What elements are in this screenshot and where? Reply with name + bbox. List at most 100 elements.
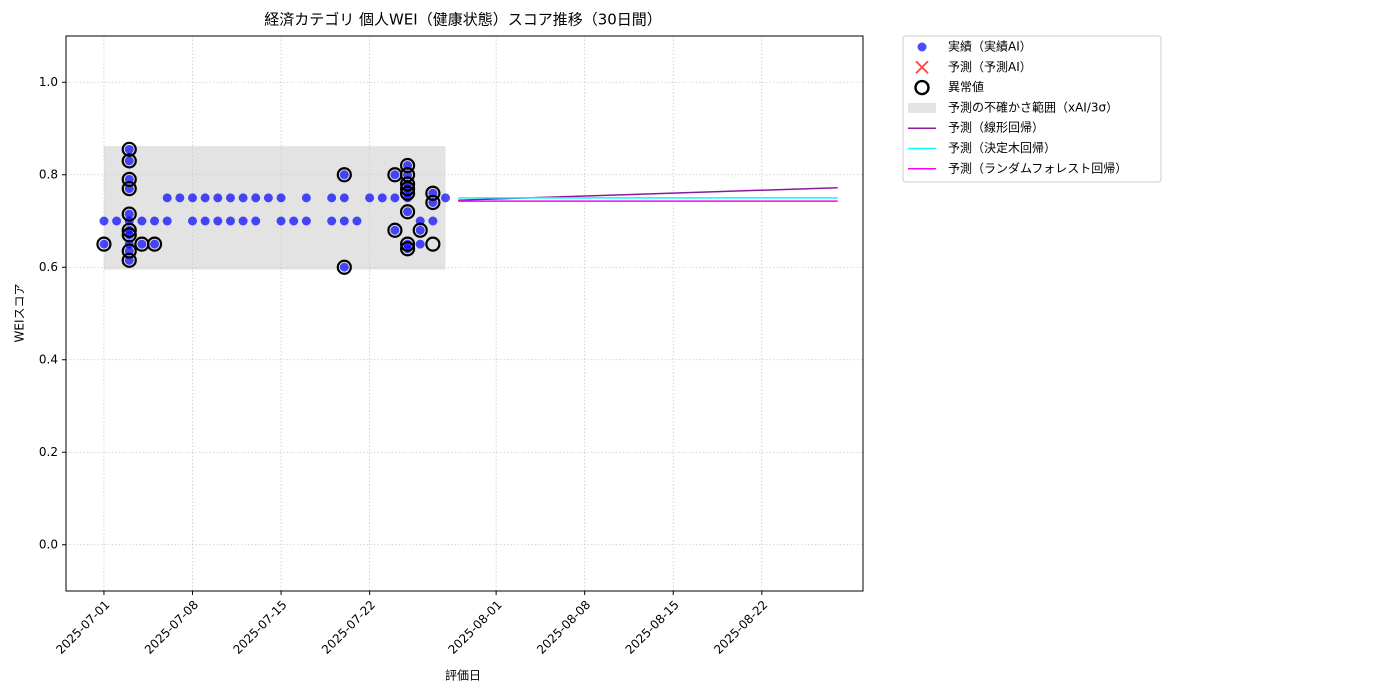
actual-point: [301, 193, 311, 203]
chart-title: 経済カテゴリ 個人WEI（健康状態）スコア推移（30日間）: [264, 11, 662, 29]
y-tick-label: 0.8: [39, 167, 58, 181]
anomaly-point: [146, 236, 163, 252]
actual-point: [150, 216, 160, 226]
actual-point: [238, 193, 248, 203]
actual-point: [301, 216, 311, 226]
actual-point: [225, 216, 235, 226]
anomaly-point: [399, 181, 416, 197]
actual-point: [390, 225, 400, 235]
actual-point: [238, 216, 248, 226]
anomaly-point: [399, 204, 416, 220]
actual-point: [339, 216, 349, 226]
anomaly-point: [387, 222, 403, 238]
actual-point: [251, 193, 261, 203]
anomaly-point: [399, 176, 416, 192]
legend-marker: [915, 60, 929, 74]
y-axis-label: WEIスコア: [13, 284, 27, 343]
actual-point: [390, 193, 400, 203]
actual-point: [339, 193, 349, 203]
actual-point: [377, 193, 387, 203]
anomaly-point: [121, 227, 137, 243]
actual-point: [263, 193, 273, 203]
anomaly-point: [121, 206, 137, 222]
actual-point: [251, 216, 261, 226]
anomaly-point: [399, 185, 416, 201]
actual-point: [162, 216, 172, 226]
anomaly-point: [121, 141, 137, 157]
actual-point: [276, 193, 286, 203]
actual-point: [225, 193, 235, 203]
anomaly-point: [425, 194, 441, 211]
actual-point: [188, 193, 198, 203]
y-tick-label: 0.4: [39, 352, 58, 366]
actual-point: [415, 225, 425, 235]
anomaly-point: [121, 171, 137, 187]
anomaly-point: [121, 243, 137, 259]
actual-point: [327, 216, 337, 226]
legend-label: 予測（予測AI）: [948, 60, 1032, 74]
actual-point: [188, 216, 198, 226]
actual-point: [137, 216, 147, 226]
anomaly-point: [336, 167, 352, 183]
actual-point: [150, 239, 160, 249]
legend-marker: [908, 102, 936, 113]
y-tick-label: 0.6: [39, 260, 58, 274]
actual-point: [124, 209, 134, 219]
legend-label: 予測（決定木回帰）: [948, 140, 1056, 155]
actual-point: [352, 216, 362, 226]
legend-label: 実績（実績AI）: [948, 39, 1032, 54]
actual-point: [175, 193, 185, 203]
legend-marker: [914, 79, 930, 96]
legend-marker: [917, 42, 927, 52]
actual-point: [428, 216, 438, 226]
actual-point: [415, 239, 425, 249]
x-axis-label: 評価日: [445, 668, 481, 683]
anomaly-point: [399, 236, 416, 252]
legend-label: 予測の不確かさ範囲（xAI/3σ）: [948, 99, 1118, 114]
actual-point: [162, 193, 172, 203]
legend-label: 予測（ランダムフォレスト回帰）: [948, 160, 1127, 175]
anomaly-point: [425, 185, 441, 201]
actual-point: [327, 193, 337, 203]
actual-point: [339, 262, 349, 272]
actual-point: [390, 170, 400, 180]
anomaly-point: [412, 222, 428, 238]
plot-frame: [65, 35, 864, 592]
anomaly-point: [121, 181, 137, 197]
anomaly-point: [121, 252, 137, 268]
anomaly-point: [96, 236, 112, 252]
anomaly-point: [399, 241, 416, 257]
actual-point: [137, 239, 147, 249]
anomaly-point: [121, 222, 137, 238]
actual-point: [365, 193, 375, 203]
y-tick-label: 0.2: [39, 445, 58, 459]
actual-point: [213, 193, 223, 203]
actual-point: [99, 239, 109, 249]
actual-point: [276, 216, 286, 226]
anomaly-point: [121, 153, 137, 169]
anomaly-point: [399, 157, 416, 174]
actual-point: [339, 170, 349, 180]
legend-box: [902, 35, 1162, 183]
actual-point: [124, 144, 134, 154]
y-tick-label: 0.0: [39, 537, 58, 551]
anomaly-point: [425, 236, 441, 252]
actual-point: [441, 193, 451, 203]
actual-point: [200, 216, 210, 226]
uncertainty-band: [103, 146, 446, 270]
actual-point: [99, 216, 109, 226]
anomaly-point: [336, 259, 352, 275]
actual-point: [112, 216, 122, 226]
plot-area: [96, 141, 838, 275]
actual-point: [289, 216, 299, 226]
y-tick-label: 1.0: [39, 75, 58, 89]
actual-point: [124, 156, 134, 166]
legend-label: 予測（線形回帰）: [948, 120, 1044, 135]
legend-label: 異常値: [948, 79, 984, 94]
actual-point: [200, 193, 210, 203]
actual-point: [403, 207, 413, 217]
actual-point: [213, 216, 223, 226]
